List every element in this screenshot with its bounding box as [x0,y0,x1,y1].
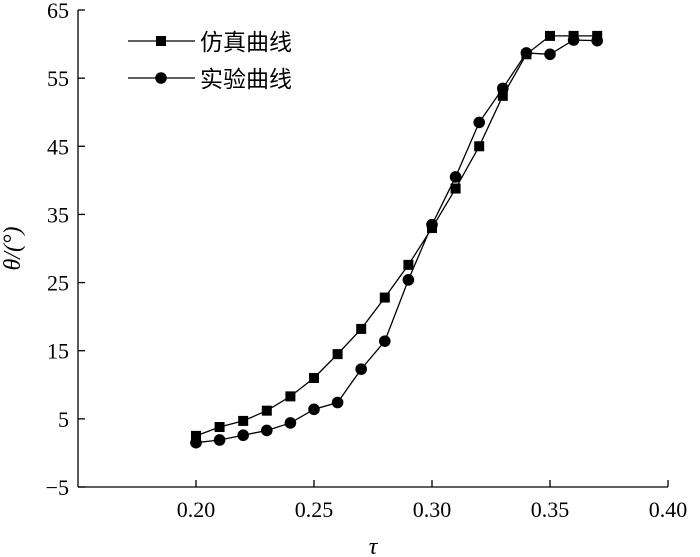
circle-marker [591,34,603,47]
legend-marker [155,72,167,84]
x-tick-label: 0.30 [413,497,452,522]
circle-marker [355,363,368,375]
legend-label: 仿真曲线 [200,30,292,56]
circle-marker [567,34,580,46]
circle-marker [261,424,273,437]
circle-marker [520,47,533,59]
square-marker [474,141,485,152]
legend-item: 实验曲线 [128,67,292,93]
square-marker [332,349,343,360]
legend-marker [156,36,166,46]
x-tick-label: 0.20 [177,497,216,522]
square-marker [261,405,272,416]
plot-axes [77,10,668,488]
square-marker [450,183,461,194]
y-tick-label: −5 [46,475,69,500]
square-marker [545,30,555,41]
square-marker [214,422,225,433]
y-tick-label: 65 [47,0,69,23]
x-tick-label: 0.40 [649,497,688,522]
y-tick-label: 25 [47,271,69,296]
y-tick-label: 55 [47,66,69,91]
square-marker [309,372,319,383]
square-marker [379,292,390,303]
circle-marker [449,171,462,183]
y-tick-label: 35 [47,202,69,227]
series-2 [190,34,603,449]
square-marker [191,430,201,441]
y-tick-label: 45 [47,134,69,159]
y-tick-label: 5 [58,407,69,432]
circle-marker [331,396,344,409]
circle-marker [402,274,415,286]
legend-item: 仿真曲线 [128,30,292,56]
square-marker [238,415,249,426]
series-line [195,39,598,444]
circle-marker [284,417,297,429]
x-tick-label: 0.25 [295,497,334,522]
circle-marker [426,218,438,231]
y-axis-ticks: −5 5 15 25 35 45 55 65 [46,0,85,500]
circle-marker [237,429,249,442]
circle-marker [190,436,202,449]
square-marker [285,391,296,402]
circle-marker [544,48,556,61]
series-line [195,35,598,437]
circle-marker [473,116,486,129]
circle-marker [497,82,509,95]
x-axis-label: τ [369,534,379,557]
circle-marker [379,335,391,347]
y-axis-label: θ/(°) [0,226,26,270]
circle-marker [213,434,226,446]
data-series [190,30,603,449]
legend-label: 实验曲线 [200,67,292,93]
y-tick-label: 15 [47,339,69,364]
square-marker [497,90,508,101]
circle-marker [308,403,320,416]
square-marker [403,259,414,270]
x-tick-label: 0.35 [531,497,570,522]
x-axis-ticks: 0.20 0.25 0.30 0.35 0.40 [177,480,688,522]
square-marker [356,323,367,334]
